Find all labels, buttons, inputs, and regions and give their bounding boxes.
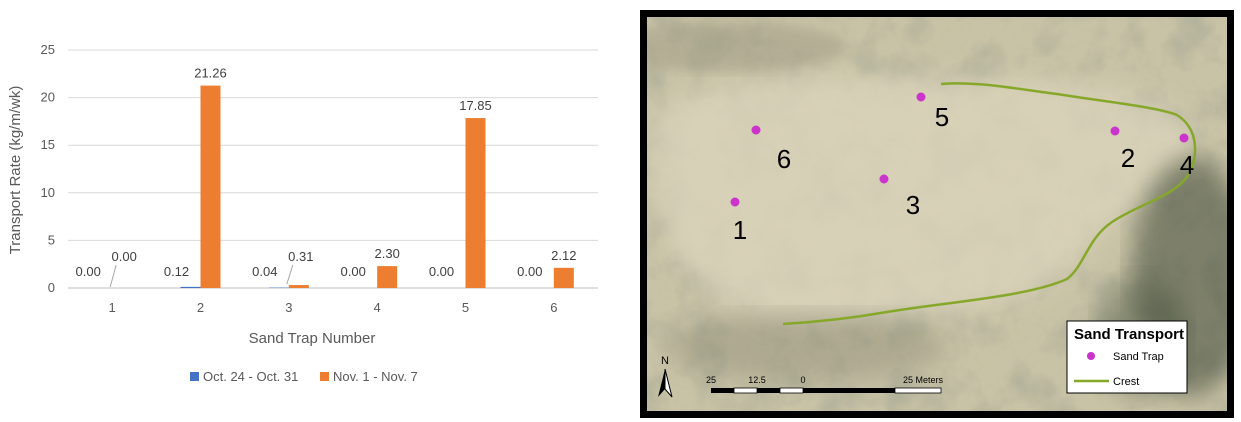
scale-label: 12.5 bbox=[748, 375, 766, 385]
bar bbox=[288, 285, 309, 288]
north-label: N bbox=[661, 355, 669, 367]
y-tick-label: 5 bbox=[48, 232, 55, 247]
legend-label: Nov. 1 - Nov. 7 bbox=[333, 369, 418, 384]
y-tick-label: 10 bbox=[41, 185, 55, 200]
map-legend-title: Sand Transport bbox=[1074, 326, 1184, 343]
crest-line bbox=[782, 82, 1197, 326]
y-tick-label: 15 bbox=[41, 137, 55, 152]
trap-label: 6 bbox=[777, 144, 791, 174]
bar-chart-panel: 0 5 10 15 20 25 1 2 3 4 5 6 0.00 0.00 0.12 21.26 0.04 0… bbox=[7, 42, 598, 384]
data-label: 0.12 bbox=[164, 264, 189, 279]
sand-trap-3 bbox=[879, 174, 889, 184]
scale-label: 25 Meters bbox=[903, 375, 944, 385]
data-label: 0.04 bbox=[252, 264, 277, 279]
y-tick-label: 25 bbox=[41, 42, 55, 57]
map-panel: 6 5 3 1 2 4 N 25 12.5 0 25 Meters bbox=[640, 10, 1234, 418]
bar bbox=[200, 85, 221, 288]
aerial-map: 6 5 3 1 2 4 N 25 12.5 0 25 Meters bbox=[647, 17, 1227, 411]
y-tick-label: 20 bbox=[41, 90, 55, 105]
sand-trap-5 bbox=[916, 92, 926, 102]
x-tick-label: 3 bbox=[285, 300, 292, 315]
leader-line bbox=[286, 264, 294, 285]
x-tick-label: 4 bbox=[374, 300, 381, 315]
y-axis-title: Transport Rate (kg/m/wk) bbox=[7, 86, 24, 255]
data-label: 0.00 bbox=[76, 264, 101, 279]
sand-area bbox=[652, 76, 1196, 322]
north-arrow-left-icon bbox=[658, 369, 665, 397]
data-label: 0.31 bbox=[288, 249, 313, 264]
bar bbox=[465, 118, 486, 289]
data-label: 0.00 bbox=[341, 264, 366, 279]
legend-swatch bbox=[320, 372, 329, 381]
bar-chart: 0 5 10 15 20 25 1 2 3 4 5 6 0.00 0.00 0.12 21.26 0.04 0… bbox=[7, 42, 598, 384]
x-tick-label: 5 bbox=[462, 300, 469, 315]
x-tick-label: 6 bbox=[550, 300, 557, 315]
data-label: 0.00 bbox=[112, 249, 137, 264]
trap-label: 2 bbox=[1121, 143, 1135, 173]
bar bbox=[553, 267, 574, 288]
sand-trap-markers bbox=[730, 92, 1189, 207]
sand-trap-2 bbox=[1110, 126, 1120, 136]
data-label: 17.85 bbox=[459, 98, 492, 113]
map-legend-item: Crest bbox=[1113, 376, 1139, 388]
leader-line bbox=[109, 264, 117, 288]
x-axis-title: Sand Trap Number bbox=[249, 330, 376, 347]
chart-legend: Oct. 24 - Oct. 31 Nov. 1 - Nov. 7 bbox=[190, 369, 418, 384]
data-label: 21.26 bbox=[194, 66, 227, 81]
data-label: 0.00 bbox=[429, 264, 454, 279]
scale-label: 25 bbox=[706, 375, 716, 385]
sand-trap-6 bbox=[751, 125, 761, 135]
data-label: 0.00 bbox=[517, 264, 542, 279]
sand-trap-4 bbox=[1179, 133, 1189, 143]
trap-label: 5 bbox=[935, 102, 949, 132]
sand-trap-1 bbox=[730, 197, 740, 207]
map-legend: Sand Transport Sand Trap Crest bbox=[1066, 320, 1188, 394]
legend-swatch bbox=[190, 372, 199, 381]
sand-trap-legend-icon bbox=[1087, 352, 1095, 360]
legend-label: Oct. 24 - Oct. 31 bbox=[203, 369, 298, 384]
north-arrow: N bbox=[658, 355, 673, 398]
data-label: 2.30 bbox=[375, 246, 400, 261]
scale-label: 0 bbox=[800, 375, 805, 385]
data-label: 2.12 bbox=[551, 248, 576, 263]
vegetation-patch bbox=[647, 22, 847, 72]
x-tick-label: 1 bbox=[109, 300, 116, 315]
y-tick-label: 0 bbox=[48, 280, 55, 295]
vegetation-patch bbox=[667, 312, 947, 382]
map-legend-item: Sand Trap bbox=[1113, 351, 1164, 363]
bar bbox=[377, 266, 398, 288]
north-arrow-right-icon bbox=[664, 368, 673, 398]
bar bbox=[180, 286, 201, 288]
trap-label: 3 bbox=[906, 190, 920, 220]
scale-bar: 25 12.5 0 25 Meters bbox=[706, 375, 944, 394]
x-tick-label: 2 bbox=[197, 300, 204, 315]
sand-trap-labels: 6 5 3 1 2 4 bbox=[733, 102, 1194, 245]
trap-label: 4 bbox=[1180, 150, 1194, 180]
trap-label: 1 bbox=[733, 215, 747, 245]
